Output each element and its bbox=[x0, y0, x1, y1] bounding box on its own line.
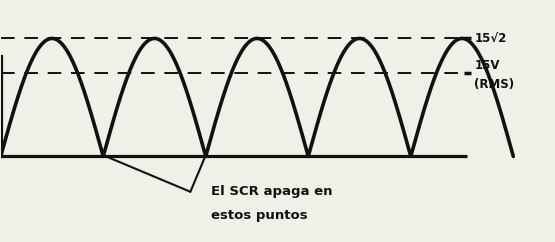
Text: El SCR apaga en: El SCR apaga en bbox=[211, 185, 332, 198]
Text: 15√2: 15√2 bbox=[475, 32, 507, 45]
Text: (RMS): (RMS) bbox=[475, 78, 514, 91]
Text: estos puntos: estos puntos bbox=[211, 209, 307, 222]
Text: 15V: 15V bbox=[475, 60, 500, 72]
